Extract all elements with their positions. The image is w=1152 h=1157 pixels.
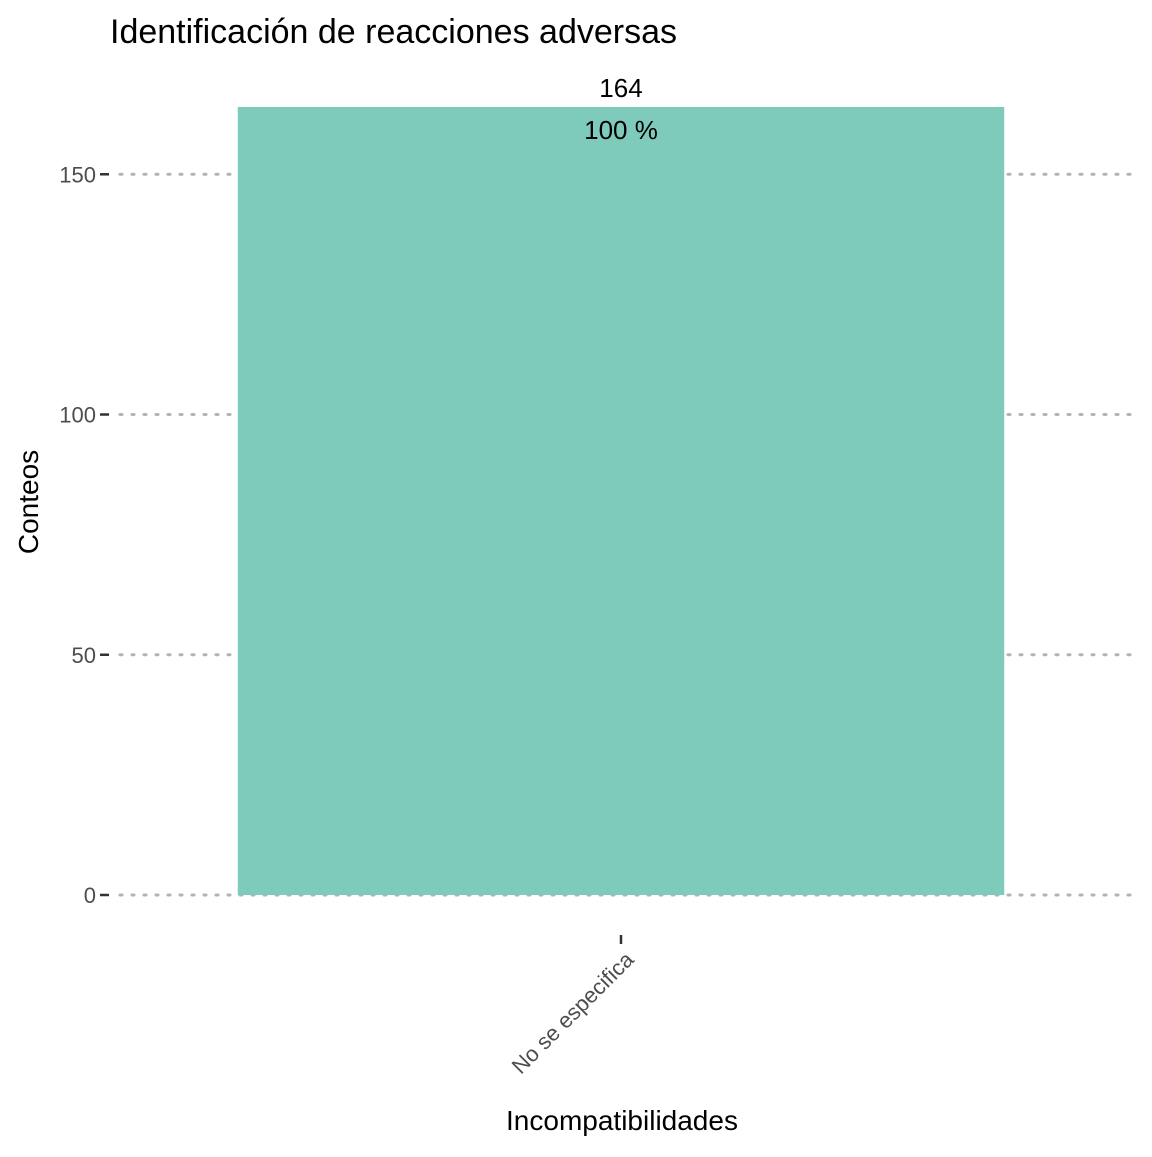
- chart-title: Identificación de reacciones adversas: [110, 13, 677, 51]
- bar-percent-label: 100 %: [584, 115, 658, 145]
- x-axis-title: Incompatibilidades: [506, 1105, 738, 1136]
- y-tick-label: 150: [59, 162, 96, 187]
- data-labels: 164 100 %: [584, 73, 658, 145]
- y-tick-label: 100: [59, 403, 96, 428]
- y-tick-label: 0: [84, 883, 96, 908]
- bar: [237, 107, 1005, 895]
- y-axis: 0 50 100 150: [59, 162, 109, 908]
- x-tick-label: No se especifica: [507, 946, 639, 1078]
- y-tick-label: 50: [72, 643, 96, 668]
- x-axis: No se especifica: [507, 935, 639, 1079]
- bars: [237, 107, 1005, 895]
- y-axis-title: Conteos: [13, 450, 44, 554]
- bar-value-label: 164: [599, 73, 642, 103]
